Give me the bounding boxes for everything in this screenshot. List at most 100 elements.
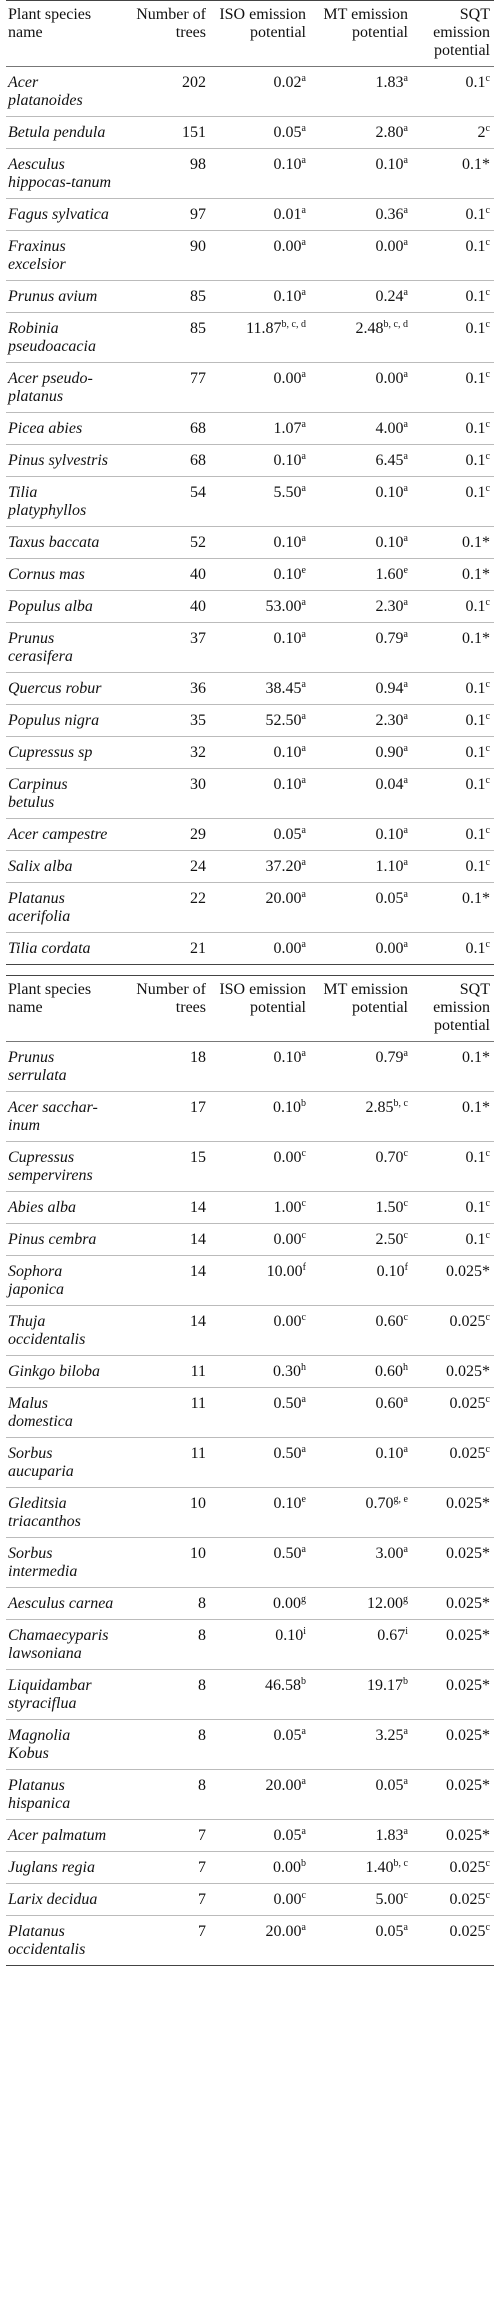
table-row: Ginkgo biloba 11 0.30h 0.60h 0.025* <box>6 1355 494 1388</box>
mt-cell: 6.45a <box>310 444 412 477</box>
cell-value: 2.48 <box>355 320 384 337</box>
sqt-cell: 0.025* <box>412 1819 494 1852</box>
mt-cell: 0.67i <box>310 1619 412 1670</box>
sqt-cell: 0.025* <box>412 1537 494 1588</box>
mt-cell: 0.10a <box>310 148 412 199</box>
mt-cell: 0.05a <box>310 1769 412 1820</box>
sqt-cell: 0.025* <box>412 1255 494 1306</box>
iso-cell: 38.45a <box>210 672 310 705</box>
trees-cell: 21 <box>118 932 210 965</box>
footnote-mark: c <box>485 483 490 494</box>
species-cell: Prunus serrulata <box>6 1041 118 1092</box>
species-cell: Salix alba <box>6 850 118 883</box>
cell-value: 0.10 <box>273 1049 302 1066</box>
sqt-cell: 0.1c <box>412 198 494 231</box>
mt-cell: 0.10a <box>310 476 412 527</box>
cell-value: 2 <box>477 124 486 141</box>
table-row: Sorbus intermedia 10 0.50a 3.00a 0.025* <box>6 1537 494 1588</box>
sqt-cell: 2c <box>412 116 494 149</box>
footnote-mark: a <box>403 1826 408 1837</box>
cell-value: 0.025 <box>449 1395 486 1412</box>
cell-value: 0.1 <box>465 1199 486 1216</box>
table-row: Cupressus sempervirens 15 0.00c 0.70c 0.1c <box>6 1141 494 1192</box>
footnote-mark: b <box>301 1098 306 1109</box>
cell-value: 0.1 <box>465 370 486 387</box>
species-cell: Quercus robur <box>6 672 118 705</box>
mt-cell: 0.05a <box>310 882 412 933</box>
species-cell: Robinia pseudoacacia <box>6 312 118 363</box>
footnote-mark: b, c, d <box>281 319 306 330</box>
mt-cell: 1.50c <box>310 1191 412 1224</box>
footnote-mark: c <box>485 419 490 430</box>
cell-value: 52.50 <box>265 712 302 729</box>
cell-value: 1.83 <box>375 1827 404 1844</box>
footnote-mark: c <box>485 1890 490 1901</box>
iso-cell: 0.10a <box>210 280 310 313</box>
iso-cell: 0.10a <box>210 768 310 819</box>
cell-value: 0.1 <box>465 288 486 305</box>
cell-value: 0.10 <box>375 484 404 501</box>
cell-value: 0.025* <box>446 1827 490 1844</box>
cell-value: 0.1* <box>462 566 490 583</box>
footnote-mark: c <box>485 775 490 786</box>
footnote-mark: a <box>301 857 306 868</box>
species-cell: Pinus cembra <box>6 1223 118 1256</box>
footnote-mark: c <box>485 1312 490 1323</box>
cell-value: 0.025 <box>449 1313 486 1330</box>
footnote-mark: a <box>403 123 408 134</box>
trees-cell: 40 <box>118 558 210 591</box>
iso-cell: 20.00a <box>210 1769 310 1820</box>
cell-value: 0.1 <box>465 680 486 697</box>
data-table: Plant species name Number of trees ISO emi… <box>6 975 494 1966</box>
footnote-mark: g <box>403 1594 408 1605</box>
trees-cell: 36 <box>118 672 210 705</box>
trees-cell: 90 <box>118 230 210 281</box>
species-cell: Prunus cerasifera <box>6 622 118 673</box>
sqt-cell: 0.1c <box>412 412 494 445</box>
cell-value: 0.10 <box>375 826 404 843</box>
footnote-mark: c <box>403 1312 408 1323</box>
cell-value: 0.05 <box>375 890 404 907</box>
footnote-mark: c <box>485 1198 490 1209</box>
footnote-mark: a <box>301 451 306 462</box>
cell-value: 0.025* <box>446 1263 490 1280</box>
species-cell: Thuja occidentalis <box>6 1305 118 1356</box>
cell-value: 0.025* <box>446 1595 490 1612</box>
footnote-mark: c <box>301 1312 306 1323</box>
iso-cell: 1.00c <box>210 1191 310 1224</box>
table-row: Picea abies 68 1.07a 4.00a 0.1c <box>6 412 494 445</box>
trees-cell: 52 <box>118 526 210 559</box>
cell-value: 0.1* <box>462 534 490 551</box>
trees-cell: 30 <box>118 768 210 819</box>
iso-cell: 0.05a <box>210 818 310 851</box>
cell-value: 0.10 <box>273 630 302 647</box>
species-cell: Chamaecyparis lawsoniana <box>6 1619 118 1670</box>
species-cell: Tilia cordata <box>6 932 118 965</box>
sqt-cell: 0.1c <box>412 590 494 623</box>
cell-value: 0.10 <box>273 534 302 551</box>
trees-cell: 7 <box>118 1819 210 1852</box>
iso-cell: 46.58b <box>210 1669 310 1720</box>
mt-cell: 1.60e <box>310 558 412 591</box>
cell-value: 0.10 <box>273 744 302 761</box>
sqt-cell: 0.025* <box>412 1619 494 1670</box>
cell-value: 38.45 <box>265 680 302 697</box>
footnote-mark: a <box>403 857 408 868</box>
footnote-mark: b <box>403 1676 408 1687</box>
species-cell: Platanus acerifolia <box>6 882 118 933</box>
trees-cell: 98 <box>118 148 210 199</box>
cell-value: 1.00 <box>273 1199 302 1216</box>
trees-cell: 8 <box>118 1587 210 1620</box>
footnote-mark: e <box>301 1494 306 1505</box>
footnote-mark: a <box>301 1048 306 1059</box>
footnote-mark: c <box>301 1890 306 1901</box>
species-cell: Juglans regia <box>6 1851 118 1884</box>
mt-cell: 0.00a <box>310 932 412 965</box>
footnote-mark: c <box>485 1148 490 1159</box>
header-cell: Number of trees <box>118 975 210 1042</box>
cell-value: 0.1 <box>465 940 486 957</box>
footnote-mark: a <box>403 775 408 786</box>
mt-cell: 0.79a <box>310 1041 412 1092</box>
footnote-mark: h <box>301 1362 306 1373</box>
cell-value: 0.1* <box>462 156 490 173</box>
